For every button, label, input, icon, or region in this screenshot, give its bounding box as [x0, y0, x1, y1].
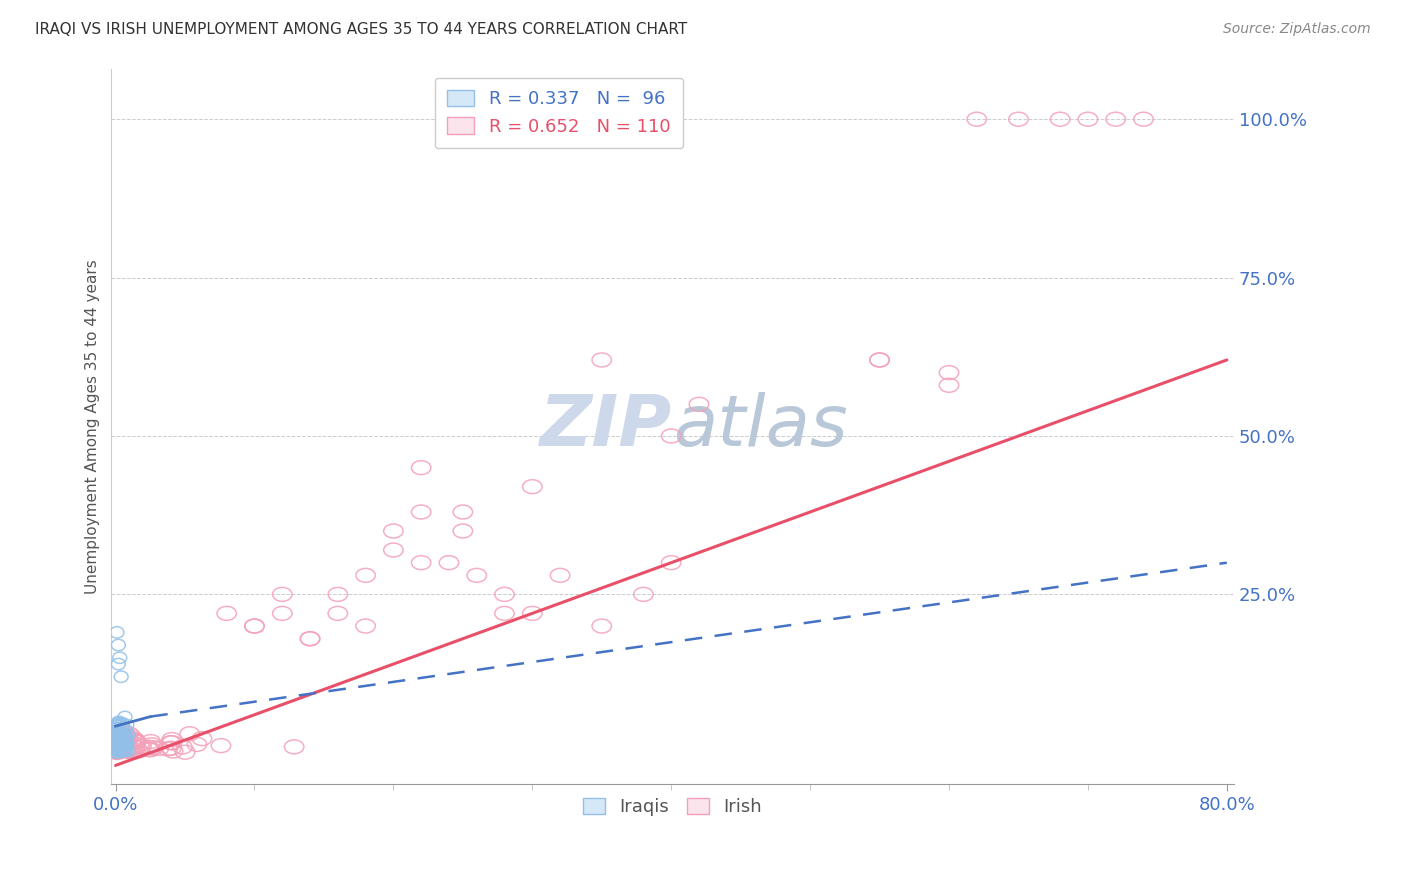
Text: atlas: atlas [672, 392, 848, 461]
Y-axis label: Unemployment Among Ages 35 to 44 years: Unemployment Among Ages 35 to 44 years [86, 259, 100, 594]
Text: ZIP: ZIP [540, 392, 672, 461]
Text: Source: ZipAtlas.com: Source: ZipAtlas.com [1223, 22, 1371, 37]
Text: IRAQI VS IRISH UNEMPLOYMENT AMONG AGES 35 TO 44 YEARS CORRELATION CHART: IRAQI VS IRISH UNEMPLOYMENT AMONG AGES 3… [35, 22, 688, 37]
Legend: Iraqis, Irish: Iraqis, Irish [574, 789, 770, 825]
